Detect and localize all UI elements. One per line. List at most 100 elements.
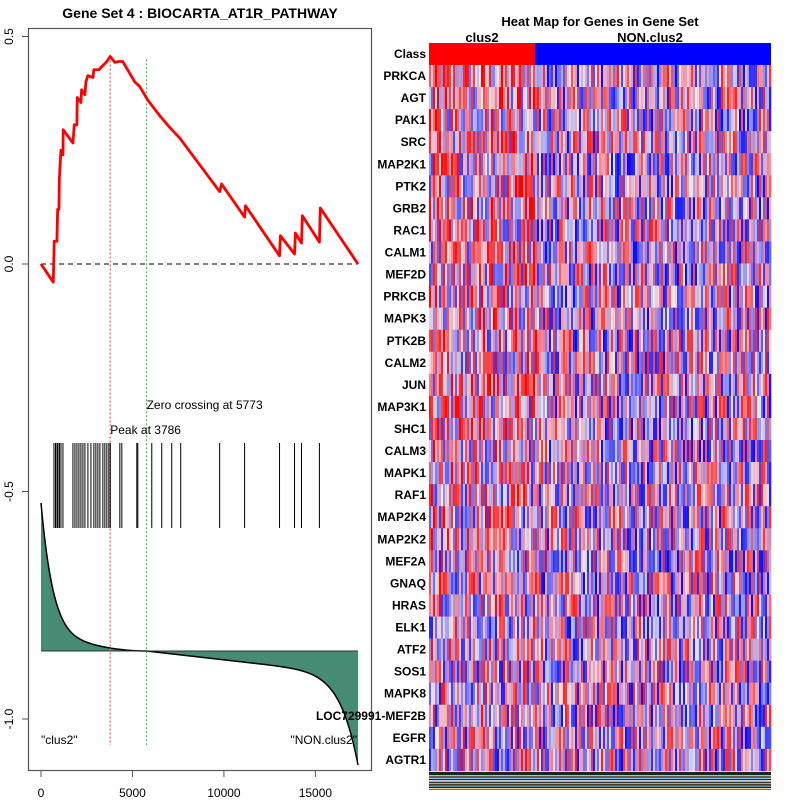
heatmap-cell: [599, 286, 601, 308]
heatmap-cell: [565, 352, 567, 374]
heatmap-cell: [531, 683, 533, 705]
heatmap-cell: [673, 661, 675, 683]
heatmap-cell: [553, 219, 555, 241]
heatmap-cell: [655, 550, 657, 572]
heatmap-cell: [625, 308, 627, 330]
heatmap-cell: [625, 87, 627, 109]
heatmap-cell: [571, 241, 573, 263]
heatmap-cell: [757, 528, 759, 550]
heatmap-cell: [759, 330, 761, 352]
heatmap-cell: [641, 286, 643, 308]
heatmap-cell: [747, 462, 749, 484]
heatmap-cell: [665, 594, 667, 616]
heatmap-cell: [737, 528, 739, 550]
heatmap-cell: [617, 175, 619, 197]
heatmap-cell: [685, 639, 687, 661]
heatmap-cell: [627, 661, 629, 683]
heatmap-cell: [567, 65, 569, 87]
heatmap-cell: [715, 241, 717, 263]
heatmap-cell: [721, 440, 723, 462]
heatmap-cell: [585, 462, 587, 484]
heatmap-cell: [623, 396, 625, 418]
heatmap-cell: [659, 594, 661, 616]
heatmap-cell: [599, 175, 601, 197]
heatmap-cell: [743, 264, 745, 286]
heatmap-cell: [485, 418, 487, 440]
heatmap-cell: [491, 418, 493, 440]
heatmap-cell: [543, 462, 545, 484]
heatmap-cell: [637, 131, 639, 153]
heatmap-cell: [459, 550, 461, 572]
heatmap-cell: [611, 418, 613, 440]
heatmap-cell: [559, 396, 561, 418]
heatmap-cell: [517, 264, 519, 286]
heatmap-cell: [617, 506, 619, 528]
heatmap-cell: [681, 484, 683, 506]
heatmap-cell: [539, 594, 541, 616]
heatmap-cell: [467, 330, 469, 352]
heatmap-cell: [555, 484, 557, 506]
heatmap-cell: [685, 330, 687, 352]
heatmap-cell: [453, 528, 455, 550]
heatmap-cell: [541, 286, 543, 308]
heatmap-cell: [697, 661, 699, 683]
heatmap-cell: [623, 484, 625, 506]
heatmap-cell: [551, 572, 553, 594]
heatmap-cell: [631, 241, 633, 263]
heatmap-cell: [585, 374, 587, 396]
heatmap-cell: [707, 440, 709, 462]
heatmap-cell: [673, 418, 675, 440]
heatmap-cell: [555, 594, 557, 616]
heatmap-cell: [653, 572, 655, 594]
heatmap-cell: [593, 572, 595, 594]
heatmap-cell: [463, 65, 465, 87]
heatmap-cell: [757, 87, 759, 109]
heatmap-cell: [593, 528, 595, 550]
heatmap-cell: [721, 528, 723, 550]
heatmap-cell: [577, 308, 579, 330]
heatmap-cell: [577, 175, 579, 197]
heatmap-cell: [669, 594, 671, 616]
heatmap-cell: [629, 440, 631, 462]
heatmap-cell: [603, 308, 605, 330]
heatmap-cell: [645, 374, 647, 396]
heatmap-cell: [507, 594, 509, 616]
heatmap-cell: [697, 197, 699, 219]
heatmap-cell: [541, 528, 543, 550]
heatmap-cell: [501, 572, 503, 594]
heatmap-cell: [639, 661, 641, 683]
heatmap-cell: [541, 330, 543, 352]
heatmap-cell: [639, 286, 641, 308]
heatmap-cell: [461, 175, 463, 197]
heatmap-cell: [503, 440, 505, 462]
heatmap-cell: [637, 440, 639, 462]
heatmap-cell: [613, 418, 615, 440]
heatmap-cell: [525, 286, 527, 308]
heatmap-cell: [453, 440, 455, 462]
heatmap-cell: [525, 219, 527, 241]
heatmap-cell: [455, 286, 457, 308]
heatmap-cell: [675, 219, 677, 241]
heatmap-cell: [509, 109, 511, 131]
heatmap-cell: [591, 65, 593, 87]
heatmap-cell: [683, 352, 685, 374]
heatmap-cell: [715, 87, 717, 109]
heatmap-cell: [571, 661, 573, 683]
heatmap-cell: [717, 175, 719, 197]
heatmap-cell: [551, 197, 553, 219]
heatmap-cell: [655, 219, 657, 241]
heatmap-cell: [595, 219, 597, 241]
heatmap-cell: [643, 594, 645, 616]
heatmap-cell: [585, 683, 587, 705]
heatmap-cell: [571, 506, 573, 528]
heatmap-cell: [597, 374, 599, 396]
heatmap-cell: [441, 264, 443, 286]
heatmap-cell: [647, 175, 649, 197]
heatmap-cell: [503, 572, 505, 594]
heatmap-cell: [625, 661, 627, 683]
heatmap-cell: [721, 109, 723, 131]
heatmap-cell: [719, 506, 721, 528]
heatmap-cell: [553, 264, 555, 286]
heatmap-cell: [693, 418, 695, 440]
heatmap-cell: [549, 264, 551, 286]
